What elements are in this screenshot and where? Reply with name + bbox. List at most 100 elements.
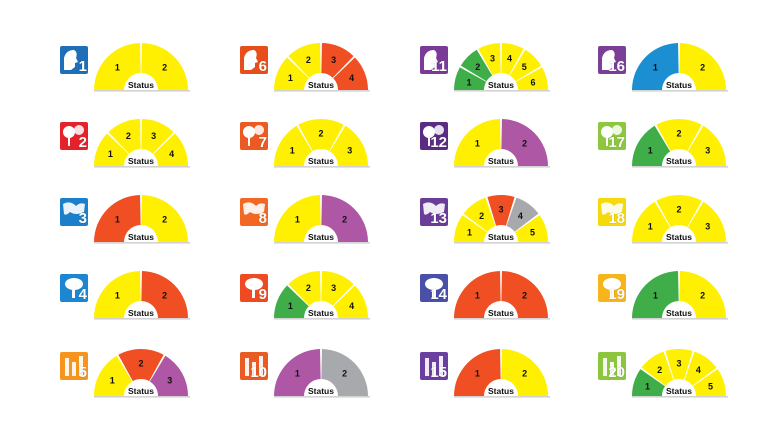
segment-label: 3 [705, 145, 710, 155]
gauge-tile: 13 1 2 3 4 5 Status [420, 195, 605, 268]
gauge-segment [141, 195, 188, 242]
gauge-segment [94, 195, 141, 242]
gauge-segment [108, 119, 141, 154]
segment-label: 1 [110, 375, 115, 385]
segment-label: 3 [167, 375, 172, 385]
gauge-segment [632, 125, 671, 166]
gauge-segment [501, 271, 548, 318]
segment-label: 4 [349, 301, 354, 311]
status-label: Status [308, 308, 334, 318]
landscape-icon: 8 [240, 198, 268, 226]
status-label: Status [488, 156, 514, 166]
gauge-segment [687, 201, 726, 242]
indicator-number: 11 [431, 58, 447, 74]
segment-label: 1 [475, 138, 480, 148]
segment-label: 3 [347, 145, 352, 155]
indicator-number: 18 [608, 210, 625, 226]
gauge-segment [141, 271, 188, 318]
gauge-segment [141, 43, 188, 90]
gauge-segment [656, 194, 702, 228]
gauge-base [94, 242, 190, 244]
cells-icon: 9 [240, 274, 268, 302]
water-icon: 14 [420, 274, 448, 302]
status-gauge: 1 2 Status [94, 195, 190, 244]
indicator-number: 6 [258, 58, 267, 74]
segment-label: 4 [696, 365, 701, 375]
segment-label: 1 [653, 290, 658, 300]
status-gauge: 1 2 3 Status [632, 118, 728, 168]
status-label: Status [128, 156, 154, 166]
indicator-number: 14 [430, 286, 447, 302]
gauge-segment [288, 271, 321, 306]
gauge-segment [679, 43, 726, 90]
gauge-segment [118, 348, 164, 382]
segment-label: 2 [475, 62, 480, 72]
gauge-segment [94, 133, 129, 166]
indicator-number: 17 [608, 134, 625, 150]
gauge-base [454, 242, 550, 244]
hat-icon: 16 [598, 46, 626, 74]
gauge-segment [454, 349, 501, 396]
gauge-segment [333, 285, 368, 318]
segment-label: 4 [507, 54, 512, 64]
status-gauge: 1 2 Status [94, 271, 190, 320]
gauge-base [454, 396, 550, 398]
segment-label: 3 [151, 131, 156, 141]
status-label: Status [308, 156, 334, 166]
status-gauge: 1 2 3 4 Status [274, 43, 370, 92]
gauge-tile: 18 1 2 3 Status [598, 194, 780, 268]
segment-label: 1 [295, 214, 300, 224]
gauge-segment [509, 49, 542, 82]
status-label: Status [488, 80, 514, 90]
segment-label: 1 [475, 368, 480, 378]
segment-label: 6 [530, 77, 535, 87]
trees-icon: 2 [60, 122, 88, 150]
plant-icon: 18 [598, 198, 626, 226]
columns-icon: 5 [60, 352, 88, 380]
gauge-segment [274, 349, 321, 396]
gauge-base [94, 166, 190, 168]
indicator-number: 13 [430, 210, 447, 226]
gauge-base [94, 396, 190, 398]
status-gauge: 123 456 Status [454, 43, 550, 92]
gauge-tile: 6 1 2 3 4 Status [240, 43, 425, 116]
segment-label: 1 [653, 62, 658, 72]
status-gauge: 1 2 3 Status [632, 194, 728, 244]
gauge-base [632, 396, 728, 398]
segment-label: 2 [342, 214, 347, 224]
gauge-base [274, 318, 370, 320]
status-gauge: 1 2 3 Status [94, 348, 190, 398]
segment-label: 2 [522, 290, 527, 300]
gauge-tile: 10 1 2 Status [240, 349, 425, 422]
gauge-tile: 15 1 2 Status [420, 349, 605, 422]
gauge-tile: 14 1 2 Status [420, 271, 605, 344]
status-gauge: 1 2 Status [94, 43, 190, 92]
status-label: Status [128, 80, 154, 90]
gauge-segment [94, 271, 141, 318]
segment-label: 3 [705, 221, 710, 231]
status-gauge: 1 2 Status [454, 119, 550, 168]
gauge-base [632, 242, 728, 244]
status-label: Status [488, 386, 514, 396]
gauge-tile: 2 1 2 3 4 Status [60, 119, 245, 192]
indicator-number: 20 [608, 364, 625, 380]
segment-label: 2 [306, 283, 311, 293]
segment-label: 3 [676, 359, 681, 369]
status-label: Status [666, 308, 692, 318]
segment-label: 2 [138, 359, 143, 369]
gauge-base [274, 90, 370, 92]
status-label: Status [666, 386, 692, 396]
segment-label: 2 [676, 129, 681, 139]
tree-icon: 4 [60, 274, 88, 302]
segment-label: 2 [700, 62, 705, 72]
segment-label: 1 [645, 382, 650, 392]
gauge-segment [274, 57, 309, 90]
segment-label: 1 [295, 368, 300, 378]
gauge-segment [454, 215, 488, 242]
gauge-base [632, 90, 728, 92]
gauge-base [454, 90, 550, 92]
segment-label: 2 [126, 131, 131, 141]
gauge-segment [321, 271, 354, 306]
segment-label: 1 [288, 301, 293, 311]
